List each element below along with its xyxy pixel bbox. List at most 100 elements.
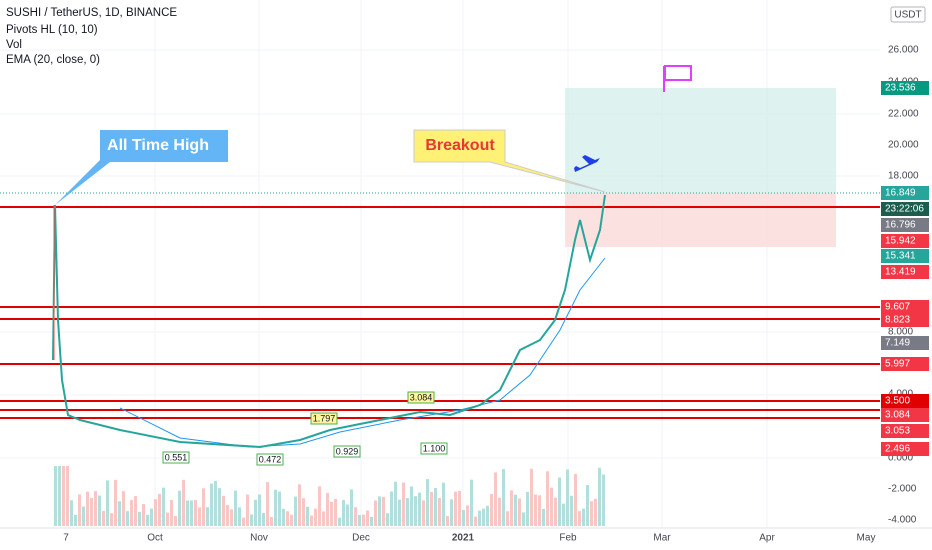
volume-bar bbox=[566, 469, 569, 526]
volume-bar bbox=[598, 467, 601, 526]
volume-bar bbox=[86, 491, 89, 526]
volume-bar bbox=[82, 506, 85, 526]
stop-zone bbox=[565, 193, 836, 247]
label: 3.084 bbox=[410, 392, 433, 402]
volume-bar bbox=[154, 499, 157, 526]
volume-bar bbox=[354, 507, 357, 526]
volume-bar bbox=[418, 492, 421, 526]
label: 1.797 bbox=[313, 413, 336, 423]
volume-bar bbox=[274, 489, 277, 526]
volume-bar bbox=[182, 479, 185, 526]
volume-bar bbox=[222, 495, 225, 526]
price-tag: 9.607 bbox=[885, 302, 910, 313]
price-tag: 23:22:06 bbox=[885, 204, 924, 215]
volume-bar bbox=[94, 491, 97, 526]
volume-bar bbox=[286, 511, 289, 526]
volume-bar bbox=[370, 516, 373, 526]
label: Mar bbox=[653, 533, 671, 544]
volume-bar bbox=[550, 487, 553, 526]
volume-bar bbox=[310, 515, 313, 526]
label: 7 bbox=[63, 533, 69, 544]
price-tag: 7.149 bbox=[885, 338, 910, 349]
indicator: Vol bbox=[6, 39, 22, 51]
volume-bar bbox=[150, 508, 153, 526]
volume-bar bbox=[250, 514, 253, 526]
volume-bar bbox=[554, 497, 557, 526]
volume-bar bbox=[62, 466, 65, 526]
price-tag: 3.500 bbox=[885, 396, 910, 407]
volume-bar bbox=[258, 494, 261, 526]
price-tag: 2.496 bbox=[885, 444, 910, 455]
levels bbox=[0, 206, 880, 419]
volume-bar bbox=[238, 507, 241, 526]
volume-bar bbox=[246, 494, 249, 526]
volume-bar bbox=[234, 490, 237, 526]
volume-bar bbox=[438, 497, 441, 526]
volume-bar bbox=[506, 511, 509, 526]
label: 18.000 bbox=[888, 171, 919, 182]
volume-bar bbox=[574, 473, 577, 526]
volume-bar bbox=[462, 509, 465, 526]
volume-bar bbox=[330, 501, 333, 526]
label: 2021 bbox=[452, 533, 475, 544]
label: Feb bbox=[559, 533, 577, 544]
volume-bar bbox=[126, 511, 129, 526]
label: 0.472 bbox=[259, 454, 282, 464]
volume-bar bbox=[562, 503, 565, 526]
volume-bar bbox=[242, 517, 245, 526]
ath-callout bbox=[55, 130, 228, 205]
volume-bar bbox=[270, 517, 273, 526]
volume-bar bbox=[326, 493, 329, 526]
ath-label: All Time High bbox=[107, 137, 209, 154]
volume-bar bbox=[478, 510, 481, 526]
volume-bar bbox=[206, 507, 209, 526]
label: 8.000 bbox=[888, 327, 913, 338]
price-tag-bg bbox=[881, 408, 929, 422]
volume-bar bbox=[446, 515, 449, 526]
label: Nov bbox=[250, 533, 268, 544]
volume-bar bbox=[102, 510, 105, 526]
volume-bar bbox=[314, 508, 317, 526]
label: Apr bbox=[759, 533, 775, 544]
volume-bar bbox=[590, 501, 593, 526]
volume-bar bbox=[450, 499, 453, 526]
label: 20.000 bbox=[888, 140, 919, 151]
volume-bar bbox=[526, 491, 529, 526]
volume-bar bbox=[602, 474, 605, 526]
price-tag: 13.419 bbox=[885, 267, 916, 278]
volume-bar bbox=[162, 487, 165, 526]
volume-bar bbox=[134, 496, 137, 526]
volume-bar bbox=[198, 507, 201, 526]
volume-bar bbox=[586, 485, 589, 526]
currency[interactable]: USDT bbox=[894, 10, 921, 21]
volume-bar bbox=[394, 481, 397, 526]
volume-bar bbox=[58, 466, 61, 526]
volume-bar bbox=[210, 483, 213, 526]
volume-bar bbox=[470, 479, 473, 526]
volume-bar bbox=[458, 490, 461, 526]
label: 1.100 bbox=[423, 443, 446, 453]
volume-bar bbox=[202, 488, 205, 526]
price-tag: 3.084 bbox=[885, 410, 910, 421]
volume-bar bbox=[386, 513, 389, 526]
volume-bar bbox=[70, 500, 73, 526]
volume-bar bbox=[110, 513, 113, 526]
target-zone bbox=[565, 88, 836, 193]
volume-bar bbox=[218, 488, 221, 526]
volume-bar bbox=[190, 500, 193, 526]
label: 0.000 bbox=[888, 453, 913, 464]
price-tag-bg bbox=[881, 202, 929, 216]
price-tag: 16.796 bbox=[885, 220, 916, 231]
price-tags: 23.536 16.849 23:22:06 16.796 15.942 15.341 13… bbox=[881, 81, 929, 456]
label: -2.000 bbox=[888, 484, 917, 495]
volume-bar bbox=[106, 480, 109, 526]
flag-icon bbox=[663, 65, 692, 92]
volume-bar bbox=[350, 489, 353, 526]
currency-button[interactable] bbox=[890, 6, 926, 23]
label: 26.000 bbox=[888, 45, 919, 56]
breakout-callout bbox=[413, 129, 606, 193]
volume-bar bbox=[430, 491, 433, 526]
volume-bar bbox=[398, 499, 401, 526]
volume-bar bbox=[406, 498, 409, 526]
